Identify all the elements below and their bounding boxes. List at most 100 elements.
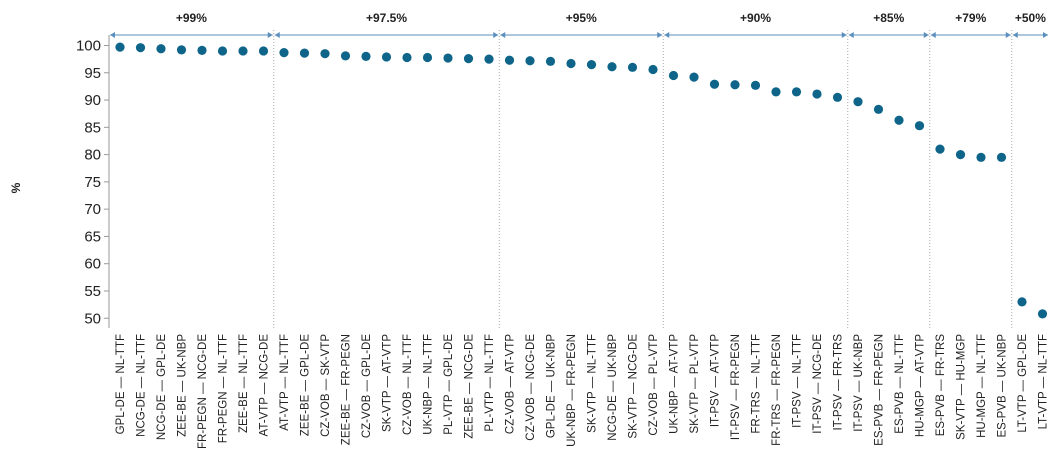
- x-category-label: CZ-VOB — GPL-DE: [361, 334, 373, 438]
- band-arrow-left: [1012, 32, 1018, 38]
- data-point: [771, 87, 781, 97]
- band-label: +85%: [873, 11, 904, 25]
- x-category-label: HU-MGP — NL-TTF: [976, 334, 988, 438]
- x-category-label: PL-VTP — GPL-DE: [443, 334, 455, 435]
- data-point: [176, 45, 187, 55]
- data-point: [402, 52, 412, 63]
- data-point: [484, 54, 494, 64]
- data-point: [115, 42, 125, 52]
- data-point: [853, 97, 863, 107]
- data-point: [279, 47, 289, 58]
- y-tick-label: 70: [84, 201, 101, 218]
- band-label: +90%: [740, 11, 771, 25]
- y-tick-label: 50: [84, 310, 101, 327]
- data-point: [320, 49, 330, 59]
- band-label: +97.5%: [366, 11, 407, 25]
- x-category-label: SK-VTP — NL-TTF: [587, 334, 599, 433]
- x-category-label: IT-PSV — FR-TRS: [833, 334, 845, 431]
- band-arrow-left: [664, 32, 670, 38]
- x-category-label: NCG-DE — GPL-DE: [156, 334, 168, 440]
- x-category-label: ZEE-BE — FR-PEGN: [341, 334, 353, 445]
- x-axis-labels: GPL-DE — NL-TTF NCG-DE — NL-TTF NCG-DE — G…: [115, 334, 1050, 449]
- x-category-label: ES-PVB — UK-NBP: [997, 334, 1009, 438]
- x-category-label: AT-VTP — NCG-DE: [259, 334, 271, 437]
- data-point: [935, 144, 945, 154]
- x-category-label: FR-PEGN — NL-TTF: [218, 334, 230, 443]
- x-category-label: ZEE-BE — NCG-DE: [464, 334, 476, 439]
- data-point: [197, 45, 207, 56]
- band-arrow-left: [500, 32, 506, 38]
- band-arrow-right: [493, 32, 499, 38]
- data-point: [463, 53, 474, 64]
- band-group: +99% +97.5% +95% +90% +85% +79% +50%: [110, 11, 1048, 328]
- x-category-label: ES-PVB — FR-TRS: [935, 334, 947, 437]
- band-arrow-left: [930, 32, 936, 38]
- y-tick-label: 65: [84, 228, 101, 245]
- data-point: [545, 56, 556, 66]
- band-label: +99%: [176, 11, 207, 25]
- band-arrow-right: [841, 32, 847, 38]
- data-point: [340, 51, 351, 61]
- x-category-label: UK-NBP — NL-TTF: [423, 334, 435, 435]
- data-point: [689, 72, 699, 82]
- x-category-label: ES-PVB — FR-PEGN: [874, 334, 886, 446]
- x-category-label: GPL-DE — UK-NBP: [546, 334, 558, 438]
- band-arrow-right: [1043, 32, 1048, 38]
- data-point: [873, 104, 884, 114]
- x-category-label: CZ-VOB — PL-VTP: [648, 334, 660, 436]
- x-category-label: LT-VTP — NL-TTF: [1038, 334, 1050, 429]
- data-point: [996, 152, 1007, 162]
- band-arrow-right: [657, 32, 663, 38]
- y-tick-label: 85: [84, 119, 101, 136]
- x-category-label: UK-NBP — FR-PEGN: [566, 334, 578, 447]
- data-point: [607, 62, 617, 72]
- data-point: [299, 48, 310, 58]
- data-point: [381, 52, 392, 62]
- y-tick-label: 80: [84, 147, 101, 164]
- band-arrow-left: [848, 32, 854, 38]
- data-point: [525, 56, 535, 66]
- data-point: [504, 55, 515, 65]
- x-category-label: SK-VTP — AT-VTP: [382, 334, 394, 432]
- x-category-label: IT-PSV — NCG-DE: [812, 334, 824, 434]
- band-arrow-left: [274, 32, 280, 38]
- x-category-label: ES-PVB — NL-TTF: [894, 334, 906, 434]
- x-category-label: ZEE-BE — NL-TTF: [238, 334, 250, 433]
- data-point: [443, 53, 453, 63]
- data-point: [217, 46, 228, 56]
- band-label: +79%: [955, 11, 986, 25]
- x-category-label: HU-MGP — AT-VTP: [915, 334, 927, 437]
- data-point: [668, 70, 679, 81]
- y-axis-title: %: [9, 182, 23, 193]
- x-category-label: SK-VTP — NCG-DE: [628, 334, 640, 439]
- data-point: [976, 152, 986, 162]
- y-tick-label: 100: [76, 38, 101, 55]
- y-axis: 50 55 60 65 70 75 80 85 90 95 100: [76, 35, 110, 328]
- band-label: +95%: [566, 11, 597, 25]
- band-arrow-left: [110, 32, 115, 38]
- x-category-label: SK-VTP — PL-VTP: [689, 334, 701, 434]
- band-arrow-right: [1005, 32, 1011, 38]
- data-point: [648, 64, 658, 75]
- y-tick-label: 75: [84, 174, 101, 191]
- data-point: [566, 58, 576, 69]
- x-category-label: IT-PSV — NL-TTF: [792, 334, 804, 428]
- x-category-label: CZ-VOB — SK-VTP: [320, 334, 332, 437]
- x-category-label: GPL-DE — NL-TTF: [115, 334, 127, 434]
- x-category-label: CZ-VOB — NL-TTF: [402, 334, 414, 435]
- data-point: [894, 115, 904, 125]
- data-point: [361, 51, 371, 62]
- data-point: [791, 87, 802, 97]
- band-arrow-right: [923, 32, 929, 38]
- data-point: [832, 92, 843, 102]
- data-point: [627, 62, 638, 72]
- x-category-label: AT-VTP — NL-TTF: [279, 334, 291, 431]
- data-point: [1017, 297, 1027, 307]
- x-category-label: FR-PEGN — NCG-DE: [197, 334, 209, 449]
- y-tick-label: 60: [84, 256, 101, 273]
- data-point: [258, 46, 269, 56]
- x-category-label: ZEE-BE — GPL-DE: [300, 334, 312, 437]
- data-point: [135, 43, 146, 53]
- data-point: [914, 121, 925, 131]
